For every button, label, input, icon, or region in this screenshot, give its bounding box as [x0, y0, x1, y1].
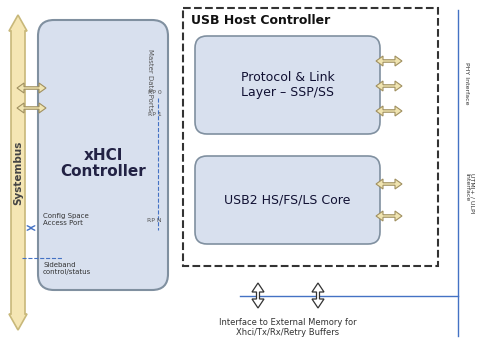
Text: RP 0: RP 0: [148, 89, 162, 94]
FancyBboxPatch shape: [195, 156, 380, 244]
Polygon shape: [376, 56, 402, 66]
Text: Config Space
Access Port: Config Space Access Port: [43, 213, 89, 226]
Text: Sideband
control/status: Sideband control/status: [43, 262, 91, 275]
Text: UTMI+ / ULPI
Interface: UTMI+ / ULPI Interface: [464, 173, 475, 213]
Polygon shape: [17, 103, 46, 113]
Text: RP N: RP N: [148, 218, 162, 222]
Text: xHCI: xHCI: [84, 147, 122, 163]
Polygon shape: [9, 15, 27, 330]
Text: Controller: Controller: [60, 164, 146, 178]
Polygon shape: [376, 179, 402, 189]
Text: USB2 HS/FS/LS Core: USB2 HS/FS/LS Core: [224, 194, 350, 207]
FancyBboxPatch shape: [38, 20, 168, 290]
Polygon shape: [376, 211, 402, 221]
FancyBboxPatch shape: [195, 36, 380, 134]
Text: Interface to External Memory for
Xhci/Tx/Rx/Retry Buffers: Interface to External Memory for Xhci/Tx…: [219, 318, 357, 338]
Text: Protocol & Link
Layer – SSP/SS: Protocol & Link Layer – SSP/SS: [240, 71, 334, 99]
Polygon shape: [252, 283, 264, 308]
Text: PHY Interface: PHY Interface: [464, 62, 469, 104]
Polygon shape: [17, 83, 46, 93]
Text: RP 1: RP 1: [148, 113, 162, 118]
Polygon shape: [376, 81, 402, 91]
Polygon shape: [376, 106, 402, 116]
Text: USB Host Controller: USB Host Controller: [191, 14, 330, 27]
Text: Master Data Ports: Master Data Ports: [147, 49, 153, 111]
Polygon shape: [312, 283, 324, 308]
Text: Systembus: Systembus: [13, 140, 23, 205]
